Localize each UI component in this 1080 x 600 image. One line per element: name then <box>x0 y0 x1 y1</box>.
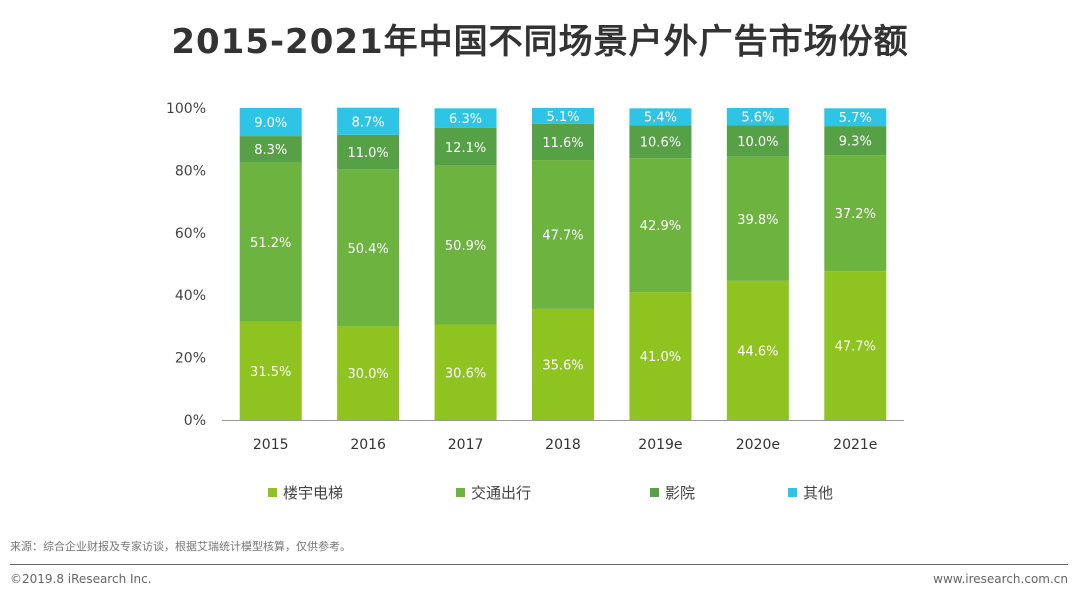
legend-item: 楼宇电梯 <box>268 482 343 503</box>
bar-segment <box>337 107 400 135</box>
bar-segment <box>532 123 594 161</box>
chart-title: 2015-2021年中国不同场景户外广告市场份额 <box>171 22 909 62</box>
data-label: 6.3% <box>449 112 482 127</box>
data-label: 11.0% <box>347 146 388 161</box>
bar-segment <box>629 158 692 293</box>
data-label: 5.7% <box>839 111 872 126</box>
legend-swatch <box>788 488 797 497</box>
footer-divider <box>10 564 1068 565</box>
legend-label: 其他 <box>803 484 834 502</box>
data-label: 5.1% <box>546 110 579 125</box>
source-note: 来源：综合企业财报及专家访谈，根据艾瑞统计模型核算，仅供参考。 <box>10 540 351 553</box>
bar-segment <box>239 108 302 137</box>
data-label: 8.3% <box>254 143 287 158</box>
bar-segment <box>434 108 497 128</box>
bar-segment <box>532 160 594 309</box>
x-tick-label: 2015 <box>253 437 289 453</box>
data-label: 9.3% <box>839 135 872 150</box>
y-tick-label: 20% <box>175 351 206 367</box>
legend-label: 交通出行 <box>471 484 532 502</box>
data-label: 51.2% <box>250 236 291 251</box>
data-label: 8.7% <box>352 115 385 130</box>
data-label: 42.9% <box>640 219 681 234</box>
legend-label: 影院 <box>665 484 696 502</box>
bar-segment <box>434 165 497 325</box>
site-url: www.iresearch.com.cn <box>933 572 1068 586</box>
x-tick-label: 2019e <box>638 437 682 453</box>
data-label: 44.6% <box>737 344 778 359</box>
x-tick-label: 2021e <box>833 437 877 453</box>
data-label: 10.0% <box>737 135 778 150</box>
bar-segment <box>629 292 692 420</box>
bar-segment <box>726 280 789 420</box>
bar-segment <box>726 125 789 157</box>
data-label: 41.0% <box>640 350 681 365</box>
data-label: 5.4% <box>644 111 677 126</box>
legend-item: 交通出行 <box>456 482 531 503</box>
bar-segment <box>239 321 302 420</box>
bar-segment <box>434 127 497 166</box>
stacked-bar-chart: 0% 20% 40% 60% 80% 100% 31.5% 51.2% 8.3% 9.0% 2015… <box>166 101 904 453</box>
legend-item: 其他 <box>788 482 833 503</box>
y-tick-label: 60% <box>175 226 206 242</box>
y-tick-label: 80% <box>175 163 206 179</box>
bar-segment <box>239 136 302 162</box>
bar-segment <box>239 161 302 322</box>
y-tick-label: 0% <box>184 413 206 429</box>
data-label: 50.4% <box>347 242 388 257</box>
legend-item: 影院 <box>650 482 695 503</box>
bar-segment <box>434 324 497 420</box>
y-tick-label: 100% <box>166 101 206 117</box>
data-label: 47.7% <box>542 229 583 244</box>
data-label: 5.6% <box>741 111 774 126</box>
bar-segment <box>532 308 594 420</box>
bar-segment <box>629 108 692 126</box>
data-label: 37.2% <box>835 207 876 222</box>
bar-segment <box>824 155 887 272</box>
data-label: 30.6% <box>445 366 486 381</box>
bar-segment <box>726 156 789 281</box>
data-label: 47.7% <box>835 340 876 355</box>
data-label: 39.8% <box>737 213 778 228</box>
x-tick-label: 2018 <box>545 437 581 453</box>
legend-label: 楼宇电梯 <box>283 484 344 502</box>
data-label: 30.0% <box>347 367 388 382</box>
legend-swatch <box>650 488 659 497</box>
x-tick-label: 2016 <box>350 437 386 453</box>
x-tick-label: 2020e <box>736 437 780 453</box>
copyright-text: ©2019.8 iResearch Inc. <box>10 572 152 586</box>
data-label: 9.0% <box>254 116 287 131</box>
bar-segment <box>337 169 400 327</box>
legend-swatch <box>456 488 465 497</box>
chart-legend: 楼宇电梯 交通出行 影院 其他 <box>0 482 1080 506</box>
bar-segment <box>532 108 594 124</box>
bar-segment <box>824 108 887 127</box>
bar-segment <box>629 125 692 159</box>
bar-segment <box>824 271 887 420</box>
legend-swatch <box>268 488 277 497</box>
bar-segment <box>824 126 887 156</box>
y-tick-label: 40% <box>175 288 206 304</box>
bar-segment <box>337 326 400 420</box>
bar-segment <box>726 108 789 126</box>
data-label: 12.1% <box>445 141 486 156</box>
data-label: 10.6% <box>640 136 681 151</box>
x-tick-label: 2017 <box>448 437 484 453</box>
bar-segment <box>337 134 400 170</box>
data-label: 35.6% <box>542 358 583 373</box>
data-label: 11.6% <box>542 136 583 151</box>
data-label: 31.5% <box>250 365 291 380</box>
data-label: 50.9% <box>445 239 486 254</box>
